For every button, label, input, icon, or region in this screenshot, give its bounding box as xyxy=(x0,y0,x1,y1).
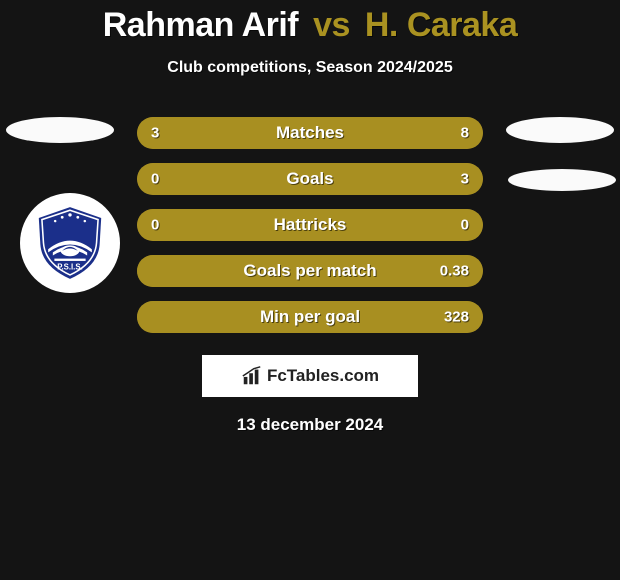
placeholder-oval-right-2 xyxy=(508,169,616,191)
bar-fill-right xyxy=(230,117,483,149)
stat-value-left: 0 xyxy=(151,217,159,234)
player-b-name: H. Caraka xyxy=(365,6,517,44)
placeholder-oval-left xyxy=(6,117,114,143)
page-title: Rahman Arif vs H. Caraka xyxy=(0,0,620,45)
stat-value-left: 0 xyxy=(151,171,159,188)
stat-bar-min-per-goal: Min per goal 328 xyxy=(137,301,483,333)
stat-label: Min per goal xyxy=(260,307,360,327)
stat-bars: 3 Matches 8 0 Goals 3 0 Hattricks 0 Goal… xyxy=(137,117,483,333)
stat-bar-goals: 0 Goals 3 xyxy=(137,163,483,195)
brand-box: FcTables.com xyxy=(202,355,418,397)
stat-label: Goals per match xyxy=(243,261,376,281)
badge-text: P.S.I.S. xyxy=(57,263,82,272)
comparison-panel: P.S.I.S. 3 Matches 8 0 Goals 3 0 Ha xyxy=(0,117,620,435)
stat-value-right: 0 xyxy=(461,217,469,234)
stat-value-right: 328 xyxy=(444,309,469,326)
placeholder-oval-right-1 xyxy=(506,117,614,143)
stat-value-left: 3 xyxy=(151,125,159,142)
stat-label: Hattricks xyxy=(274,215,347,235)
stat-label: Matches xyxy=(276,123,344,143)
stat-bar-hattricks: 0 Hattricks 0 xyxy=(137,209,483,241)
stat-value-right: 0.38 xyxy=(440,263,469,280)
stat-value-right: 8 xyxy=(461,125,469,142)
brand-label: FcTables.com xyxy=(267,366,379,386)
stat-label: Goals xyxy=(286,169,333,189)
stat-value-right: 3 xyxy=(461,171,469,188)
date-stamp: 13 december 2024 xyxy=(0,415,620,435)
stat-bar-goals-per-match: Goals per match 0.38 xyxy=(137,255,483,287)
stat-bar-matches: 3 Matches 8 xyxy=(137,117,483,149)
player-a-name: Rahman Arif xyxy=(103,6,298,44)
vs-separator: vs xyxy=(313,6,350,44)
bar-chart-icon xyxy=(241,365,263,387)
subtitle: Club competitions, Season 2024/2025 xyxy=(0,59,620,77)
club-badge: P.S.I.S. xyxy=(20,193,120,293)
club-badge-icon: P.S.I.S. xyxy=(31,204,109,282)
